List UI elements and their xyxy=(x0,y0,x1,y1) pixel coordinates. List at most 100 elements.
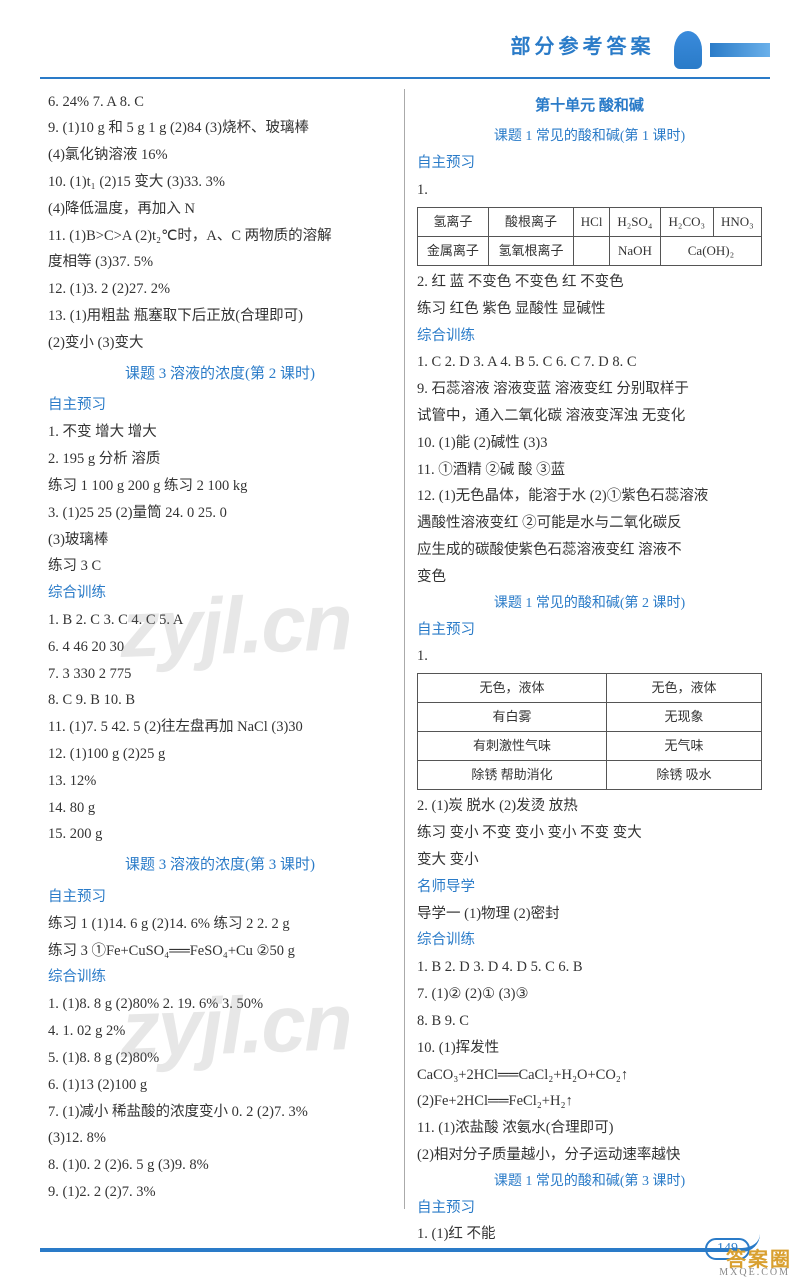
section-title: 课题 3 溶液的浓度(第 2 课时) xyxy=(48,361,392,389)
answer-line: 15. 200 g xyxy=(48,821,392,848)
table-cell: 氢氧根离子 xyxy=(488,236,574,265)
answer-line: 2. 红 蓝 不变色 不变色 红 不变色 xyxy=(417,269,762,296)
table-cell: 有白雾 xyxy=(418,703,607,732)
page: 部分参考答案 6. 24% 7. A 8. C 9. (1)10 g 和 5 g… xyxy=(0,0,800,1280)
answer-line: 7. (1)减小 稀盐酸的浓度变小 0. 2 (2)7. 3% xyxy=(48,1099,392,1126)
answer-line: 11. (1)浓盐酸 浓氨水(合理即可) xyxy=(417,1115,762,1142)
subsection-label: 自主预习 xyxy=(48,392,392,419)
answer-line: (2)相对分子质量越小，分子运动速率越快 xyxy=(417,1142,762,1169)
answer-line: 14. 80 g xyxy=(48,795,392,822)
subsection-label: 自主预习 xyxy=(417,150,762,177)
answer-line: 9. (1)2. 2 (2)7. 3% xyxy=(48,1179,392,1206)
answer-line: 遇酸性溶液变红 ②可能是水与二氧化碳反 xyxy=(417,510,762,537)
answer-line: 1. 不变 增大 增大 xyxy=(48,419,392,446)
table-cell: 氢离子 xyxy=(418,207,489,236)
subsection-label: 综合训练 xyxy=(417,323,762,350)
answer-line: 应生成的碳酸使紫色石蕊溶液变红 溶液不 xyxy=(417,537,762,564)
answer-line: (4)氯化钠溶液 16% xyxy=(48,142,392,169)
answer-line: 13. (1)用粗盐 瓶塞取下后正放(合理即可) xyxy=(48,303,392,330)
answer-line: 10. (1)挥发性 xyxy=(417,1035,762,1062)
answer-line: 练习 变小 不变 变小 变小 不变 变大 xyxy=(417,820,762,847)
header-bars-icon xyxy=(710,43,770,57)
table-cell: 无气味 xyxy=(607,732,762,761)
answer-line: CaCO₃+2HCl══CaCl₂+H₂O+CO₂↑ xyxy=(417,1062,762,1089)
answer-line: 8. (1)0. 2 (2)6. 5 g (3)9. 8% xyxy=(48,1152,392,1179)
answer-line: 7. (1)② (2)① (3)③ xyxy=(417,981,762,1008)
answer-line: 1. (1)8. 8 g (2)80% 2. 19. 6% 3. 50% xyxy=(48,991,392,1018)
subsection-label: 自主预习 xyxy=(417,1195,762,1222)
answer-line: (3)12. 8% xyxy=(48,1125,392,1152)
answer-line: 1. xyxy=(417,643,762,670)
answer-line: 4. 1. 02 g 2% xyxy=(48,1018,392,1045)
footer-swoosh-icon xyxy=(40,1234,760,1252)
answer-line: 13. 12% xyxy=(48,768,392,795)
table-cell: 无现象 xyxy=(607,703,762,732)
answer-line: 5. (1)8. 8 g (2)80% xyxy=(48,1045,392,1072)
answer-line: (4)降低温度，再加入 N xyxy=(48,196,392,223)
subsection-label: 综合训练 xyxy=(417,927,762,954)
content-columns: 6. 24% 7. A 8. C 9. (1)10 g 和 5 g 1 g (2… xyxy=(40,89,770,1209)
answer-line: 练习 1 (1)14. 6 g (2)14. 6% 练习 2 2. 2 g xyxy=(48,911,392,938)
subsection-label: 综合训练 xyxy=(48,964,392,991)
table-cell: 有刺激性气味 xyxy=(418,732,607,761)
answer-line: (3)玻璃棒 xyxy=(48,527,392,554)
header-title: 部分参考答案 xyxy=(511,36,655,58)
answer-line: 6. (1)13 (2)100 g xyxy=(48,1072,392,1099)
answer-line: 11. (1)7. 5 42. 5 (2)往左盘再加 NaCl (3)30 xyxy=(48,714,392,741)
table-cell: H₂SO₄ xyxy=(609,207,660,236)
chem-table-2: 无色，液体无色，液体 有白雾无现象 有刺激性气味无气味 除锈 帮助消化除锈 吸水 xyxy=(417,673,762,790)
table-cell: 除锈 吸水 xyxy=(607,761,762,790)
answer-line: 9. 石蕊溶液 溶液变蓝 溶液变红 分别取样于 xyxy=(417,376,762,403)
header: 部分参考答案 xyxy=(40,30,770,79)
answer-line: 试管中，通入二氧化碳 溶液变浑浊 无变化 xyxy=(417,403,762,430)
answer-line: 练习 红色 紫色 显酸性 显碱性 xyxy=(417,296,762,323)
answer-line: 6. 4 46 20 30 xyxy=(48,634,392,661)
table-cell: 金属离子 xyxy=(418,236,489,265)
answer-line: (2)变小 (3)变大 xyxy=(48,330,392,357)
table-cell: H₂CO₃ xyxy=(660,207,713,236)
answer-line: 6. 24% 7. A 8. C xyxy=(48,89,392,116)
answer-line: 12. (1)100 g (2)25 g xyxy=(48,741,392,768)
answer-line: 变大 变小 xyxy=(417,847,762,874)
answer-line: 10. (1)t₁ (2)15 变大 (3)33. 3% xyxy=(48,169,392,196)
answer-line: 变色 xyxy=(417,564,762,591)
table-cell: Ca(OH)₂ xyxy=(660,236,761,265)
answer-line: 10. (1)能 (2)碱性 (3)3 xyxy=(417,430,762,457)
right-column: 第十单元 酸和碱 课题 1 常见的酸和碱(第 1 课时) 自主预习 1. 氢离子… xyxy=(405,89,770,1209)
table-cell: 无色，液体 xyxy=(607,674,762,703)
answer-line: 1. B 2. D 3. D 4. D 5. C 6. B xyxy=(417,954,762,981)
table-cell: HCl xyxy=(574,207,610,236)
subsection-label: 综合训练 xyxy=(48,580,392,607)
footer-url: MXQE.COM xyxy=(719,1267,790,1278)
subsection-label: 自主预习 xyxy=(48,884,392,911)
answer-line: 11. ①酒精 ②碱 酸 ③蓝 xyxy=(417,457,762,484)
table-cell: NaOH xyxy=(609,236,660,265)
table-cell: HNO₃ xyxy=(713,207,761,236)
answer-line: 1. C 2. D 3. A 4. B 5. C 6. C 7. D 8. C xyxy=(417,349,762,376)
answer-line: 1. B 2. C 3. C 4. C 5. A xyxy=(48,607,392,634)
answer-line: 练习 1 100 g 200 g 练习 2 100 kg xyxy=(48,473,392,500)
table-cell: 无色，液体 xyxy=(418,674,607,703)
answer-line: 2. 195 g 分析 溶质 xyxy=(48,446,392,473)
unit-title: 第十单元 酸和碱 xyxy=(417,93,762,121)
left-column: 6. 24% 7. A 8. C 9. (1)10 g 和 5 g 1 g (2… xyxy=(40,89,405,1209)
table-cell xyxy=(574,236,610,265)
subsection-label: 名师导学 xyxy=(417,874,762,901)
answer-line: 度相等 (3)37. 5% xyxy=(48,249,392,276)
answer-line: 导学一 (1)物理 (2)密封 xyxy=(417,901,762,928)
answer-line: 9. (1)10 g 和 5 g 1 g (2)84 (3)烧杯、玻璃棒 xyxy=(48,115,392,142)
answer-line: 11. (1)B>C>A (2)t₂℃时，A、C 两物质的溶解 xyxy=(48,223,392,250)
section-title: 课题 1 常见的酸和碱(第 3 课时) xyxy=(417,1169,762,1195)
table-cell: 除锈 帮助消化 xyxy=(418,761,607,790)
section-title: 课题 1 常见的酸和碱(第 1 课时) xyxy=(417,124,762,150)
answer-line: (2)Fe+2HCl══FeCl₂+H₂↑ xyxy=(417,1088,762,1115)
table-cell: 酸根离子 xyxy=(488,207,574,236)
section-title: 课题 1 常见的酸和碱(第 2 课时) xyxy=(417,591,762,617)
pen-icon xyxy=(674,31,702,69)
section-title: 课题 3 溶液的浓度(第 3 课时) xyxy=(48,852,392,880)
answer-line: 12. (1)3. 2 (2)27. 2% xyxy=(48,276,392,303)
subsection-label: 自主预习 xyxy=(417,617,762,644)
answer-line: 7. 3 330 2 775 xyxy=(48,661,392,688)
answer-line: 3. (1)25 25 (2)量筒 24. 0 25. 0 xyxy=(48,500,392,527)
answer-line: 8. B 9. C xyxy=(417,1008,762,1035)
